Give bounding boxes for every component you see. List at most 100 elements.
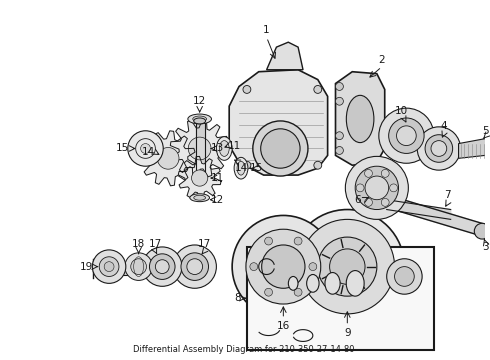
- Ellipse shape: [194, 177, 206, 183]
- Circle shape: [387, 259, 422, 294]
- Circle shape: [265, 237, 272, 245]
- Circle shape: [396, 126, 416, 145]
- Circle shape: [294, 288, 302, 296]
- Polygon shape: [178, 156, 221, 200]
- Circle shape: [261, 129, 300, 168]
- Ellipse shape: [193, 116, 207, 122]
- Text: 4: 4: [441, 121, 447, 131]
- Ellipse shape: [234, 157, 248, 179]
- Circle shape: [262, 245, 305, 288]
- Text: 11: 11: [227, 140, 241, 150]
- Circle shape: [389, 118, 424, 153]
- Circle shape: [232, 215, 335, 318]
- Polygon shape: [229, 70, 328, 175]
- Polygon shape: [336, 72, 385, 165]
- Circle shape: [381, 198, 389, 206]
- Ellipse shape: [325, 273, 340, 294]
- Circle shape: [417, 127, 461, 170]
- Text: 14: 14: [234, 163, 247, 173]
- Text: 7: 7: [444, 190, 451, 200]
- Circle shape: [336, 132, 343, 140]
- Circle shape: [243, 161, 251, 169]
- Circle shape: [125, 253, 152, 280]
- Text: 15: 15: [250, 163, 264, 173]
- Text: 6: 6: [354, 195, 361, 205]
- Circle shape: [92, 250, 126, 283]
- Ellipse shape: [220, 141, 229, 156]
- Text: 16: 16: [277, 321, 290, 331]
- Circle shape: [314, 161, 322, 169]
- Circle shape: [345, 156, 408, 219]
- Text: 2: 2: [378, 55, 385, 65]
- Ellipse shape: [188, 114, 212, 124]
- Circle shape: [141, 144, 150, 153]
- Circle shape: [356, 184, 364, 192]
- Circle shape: [157, 148, 179, 169]
- Circle shape: [187, 259, 202, 275]
- Polygon shape: [170, 119, 229, 178]
- Polygon shape: [387, 195, 485, 237]
- Circle shape: [143, 247, 182, 286]
- Polygon shape: [196, 123, 205, 178]
- Text: 8: 8: [234, 293, 241, 303]
- Text: 18: 18: [132, 239, 145, 249]
- Ellipse shape: [217, 137, 232, 160]
- Ellipse shape: [194, 195, 206, 200]
- Circle shape: [104, 262, 114, 271]
- Circle shape: [253, 121, 308, 176]
- Circle shape: [188, 137, 211, 160]
- Polygon shape: [141, 131, 195, 186]
- Text: 19: 19: [80, 262, 93, 272]
- Text: 14: 14: [142, 148, 155, 157]
- Circle shape: [290, 210, 404, 324]
- Circle shape: [300, 219, 394, 314]
- Circle shape: [192, 170, 208, 186]
- Circle shape: [155, 260, 169, 274]
- Text: 9: 9: [344, 328, 351, 338]
- Circle shape: [173, 245, 217, 288]
- Bar: [247, 247, 434, 350]
- Circle shape: [336, 147, 343, 154]
- Text: 13: 13: [211, 144, 224, 153]
- Circle shape: [99, 257, 119, 276]
- Ellipse shape: [307, 275, 319, 292]
- Circle shape: [336, 82, 343, 90]
- Circle shape: [336, 97, 343, 105]
- Ellipse shape: [288, 276, 298, 290]
- Text: 3: 3: [482, 242, 489, 252]
- Circle shape: [425, 135, 453, 162]
- Ellipse shape: [346, 95, 374, 143]
- Circle shape: [149, 254, 175, 279]
- Circle shape: [365, 170, 372, 177]
- Polygon shape: [267, 42, 303, 70]
- Text: 17: 17: [198, 239, 211, 249]
- Text: 1: 1: [263, 25, 270, 35]
- Text: 12: 12: [211, 195, 224, 205]
- Circle shape: [365, 176, 389, 200]
- Text: 5: 5: [482, 126, 489, 136]
- Circle shape: [394, 267, 414, 286]
- Circle shape: [181, 253, 209, 280]
- Circle shape: [250, 263, 258, 271]
- Ellipse shape: [190, 194, 210, 202]
- Circle shape: [381, 170, 389, 177]
- Circle shape: [246, 229, 321, 304]
- Ellipse shape: [194, 118, 206, 124]
- Text: Differential Assembly Diagram for 210-350-27-14-80: Differential Assembly Diagram for 210-35…: [133, 345, 355, 354]
- Circle shape: [379, 108, 434, 163]
- Circle shape: [355, 166, 398, 210]
- Polygon shape: [97, 259, 215, 275]
- Circle shape: [318, 237, 377, 296]
- Circle shape: [309, 263, 317, 271]
- Circle shape: [365, 198, 372, 206]
- Circle shape: [474, 223, 490, 239]
- Circle shape: [390, 184, 397, 192]
- Polygon shape: [459, 139, 490, 158]
- Text: 11: 11: [211, 173, 224, 183]
- Circle shape: [314, 85, 322, 93]
- Ellipse shape: [237, 161, 245, 175]
- Text: 12: 12: [193, 96, 206, 106]
- Circle shape: [330, 249, 365, 284]
- Polygon shape: [387, 200, 451, 219]
- Ellipse shape: [346, 271, 364, 296]
